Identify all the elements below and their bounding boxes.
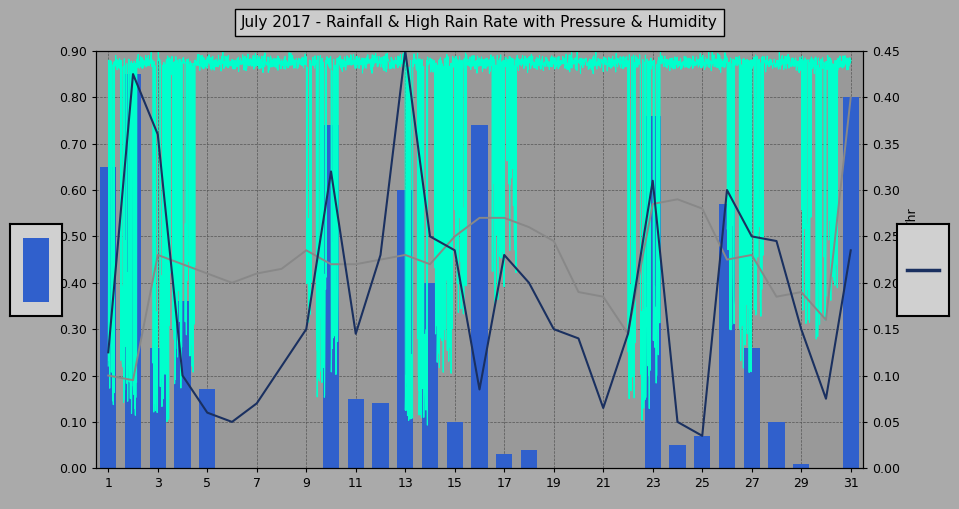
Bar [447, 422, 463, 468]
Bar [199, 389, 216, 468]
Y-axis label: Rain Rate - in/hr: Rain Rate - in/hr [905, 209, 919, 310]
Bar [644, 116, 661, 468]
Bar [768, 422, 784, 468]
Bar [743, 348, 760, 468]
Bar [669, 445, 686, 468]
Bar [719, 204, 735, 468]
Y-axis label: Rain - in: Rain - in [40, 234, 54, 286]
Bar [496, 455, 512, 468]
Bar [521, 450, 537, 468]
Bar [150, 348, 166, 468]
Bar [175, 301, 191, 468]
Bar [101, 167, 116, 468]
Bar [422, 283, 438, 468]
Bar [323, 125, 339, 468]
Bar [372, 403, 388, 468]
Text: July 2017 - Rainfall & High Rain Rate with Pressure & Humidity: July 2017 - Rainfall & High Rain Rate wi… [241, 15, 718, 30]
Bar [472, 125, 487, 468]
Bar [397, 190, 413, 468]
Bar [843, 97, 858, 468]
Bar [694, 436, 711, 468]
Bar [23, 238, 49, 302]
Bar [348, 399, 363, 468]
Bar [125, 74, 141, 468]
Bar [793, 464, 809, 468]
